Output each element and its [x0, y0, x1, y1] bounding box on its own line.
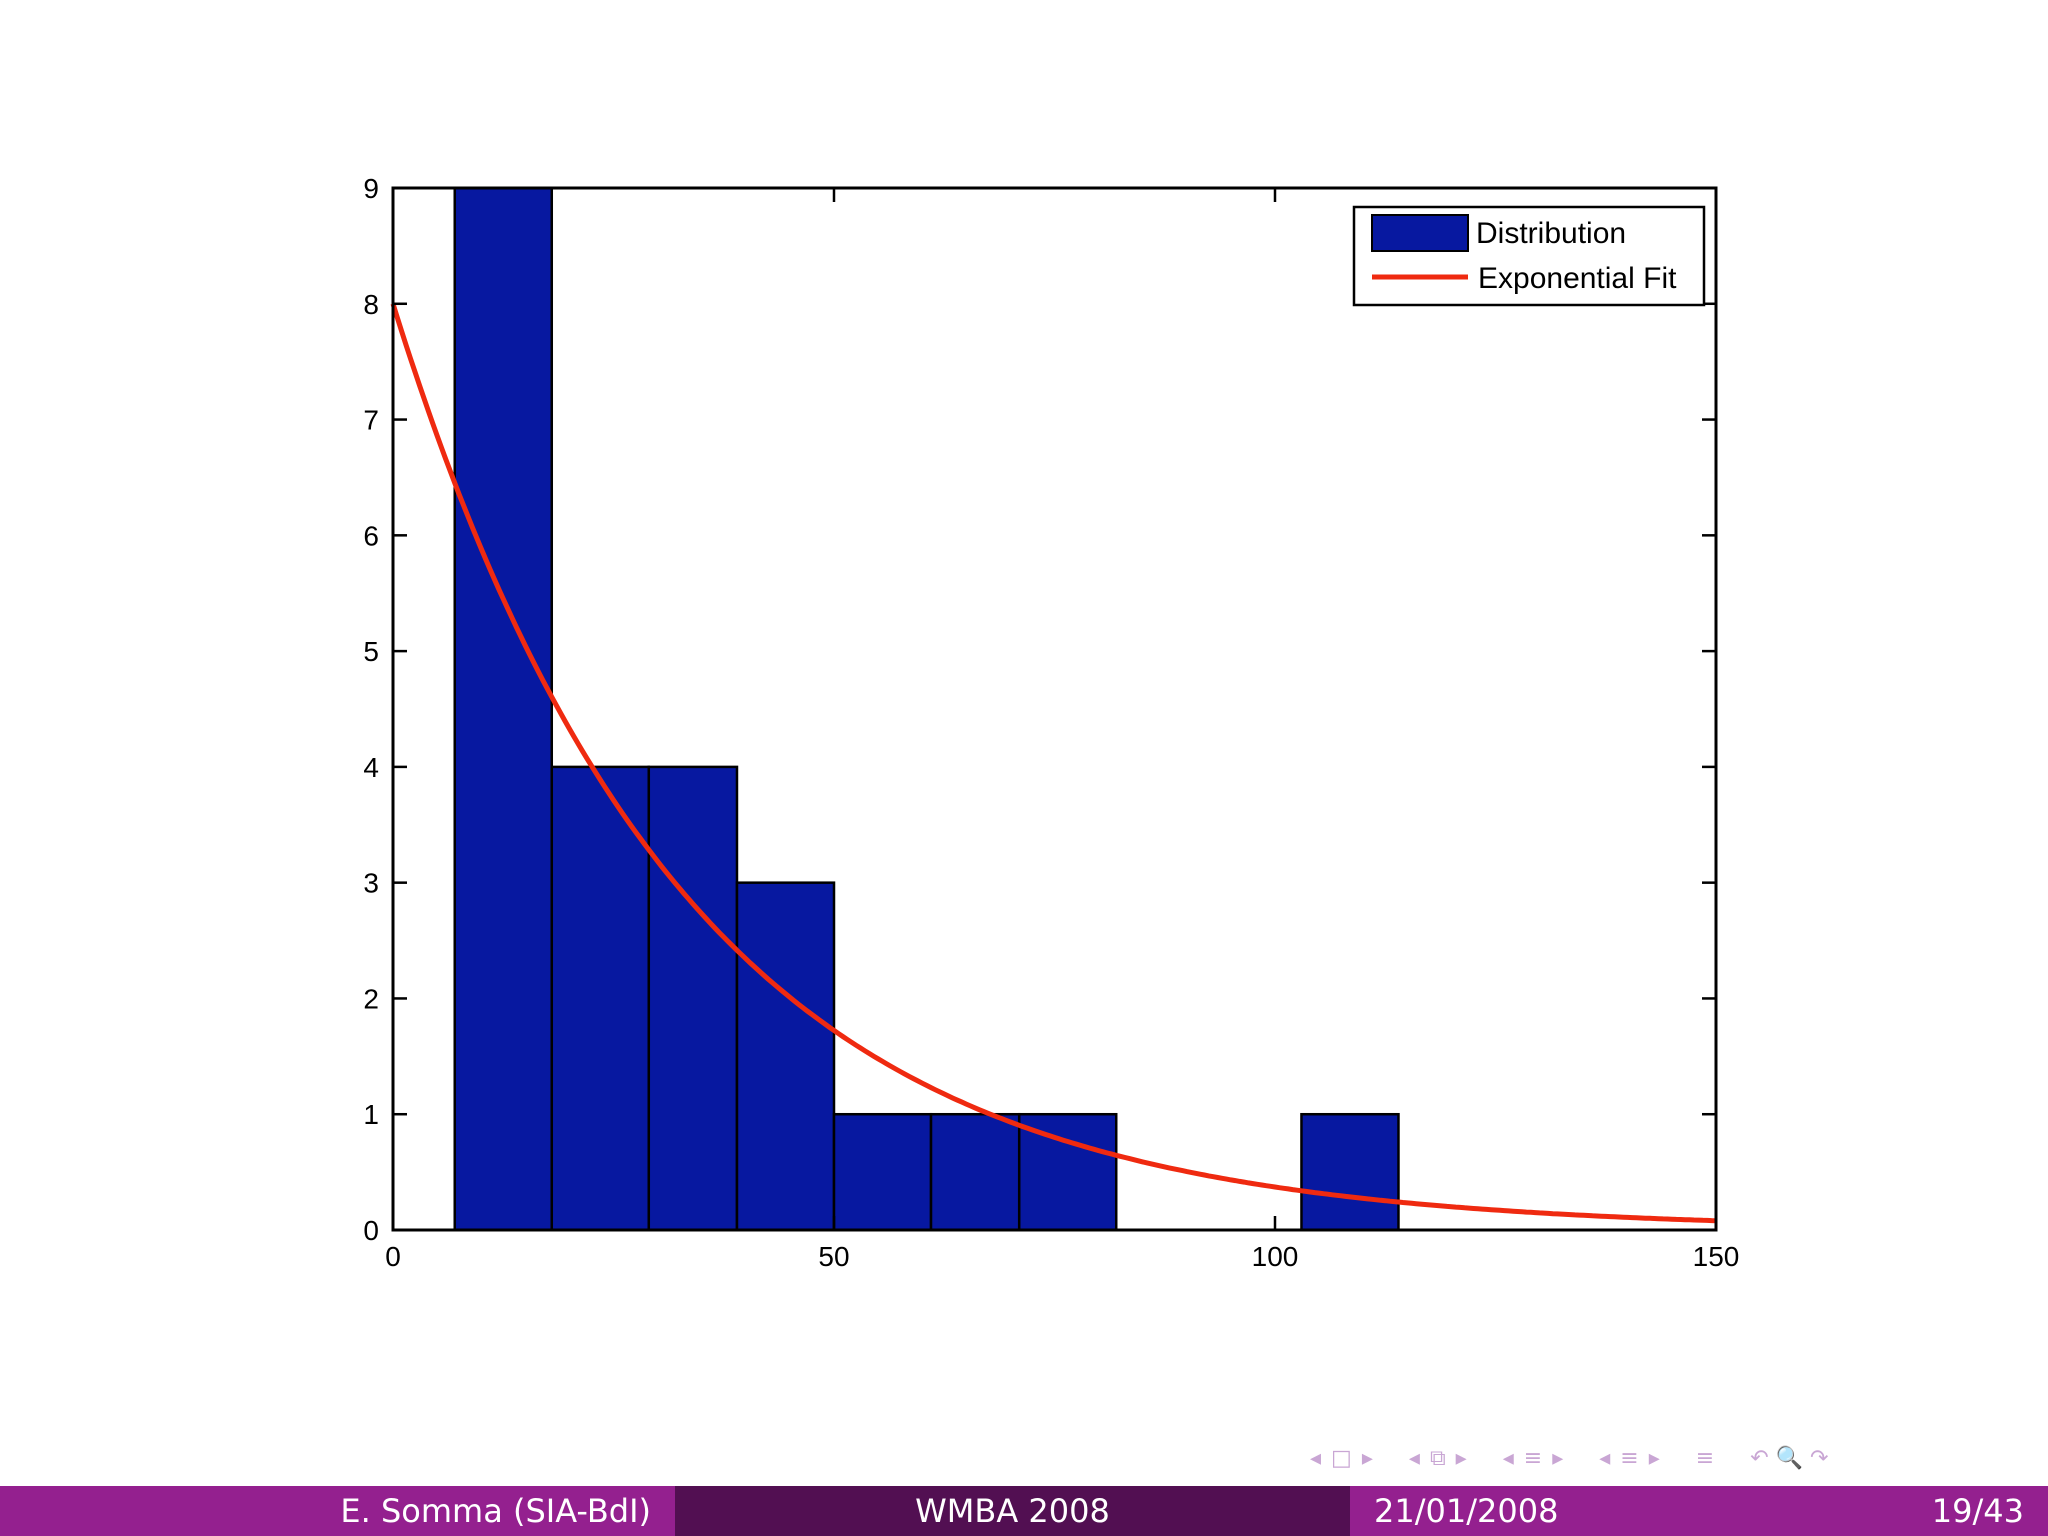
ticks-layer: 0 50 100 150 0 1 2 3 4 5 6 7 8 9 — [363, 173, 1739, 1272]
footer-page-number: 19/43 — [1931, 1492, 2024, 1530]
nav-section-group[interactable]: ◂ ≡ ▸ — [1503, 1446, 1564, 1471]
y-tick-label: 1 — [363, 1099, 379, 1130]
legend: Distribution Exponential Fit — [1352, 205, 1706, 307]
nav-frame-group[interactable]: ◂ □ ▸ — [1310, 1446, 1373, 1471]
nav-section2-group[interactable]: ◂ ≡ ▸ — [1599, 1446, 1660, 1471]
y-tick-label: 4 — [363, 752, 379, 783]
exponential-fit-line — [390, 303, 1717, 1224]
frame-icon[interactable]: □ — [1331, 1445, 1352, 1471]
nav-align-group[interactable]: ≡ — [1696, 1446, 1714, 1471]
y-tick-label: 2 — [363, 983, 379, 1014]
y-tick-label: 3 — [363, 868, 379, 899]
x-tick-label: 0 — [385, 1241, 401, 1272]
x-tick-label: 100 — [1252, 1241, 1299, 1272]
footer-author-text: E. Somma (SIA-BdI) — [340, 1492, 651, 1530]
y-tick-label: 9 — [363, 173, 379, 204]
y-tick-label: 8 — [363, 289, 379, 320]
histogram-chart: 0 50 100 150 0 1 2 3 4 5 6 7 8 9 Distribution Exponen… — [363, 173, 1739, 1272]
section-icon[interactable]: ≡ — [1620, 1445, 1639, 1471]
plot-frame — [391, 186, 1718, 1232]
beamer-navigation: ◂ □ ▸ ◂ ⧉ ▸ ◂ ≡ ▸ ◂ ≡ ▸ ≡ ↶ 🔍 ↷ — [1310, 1438, 2038, 1478]
footer-date: 21/01/2008 — [1374, 1492, 1559, 1530]
histogram-bar — [453, 186, 554, 1232]
arrow-right-icon[interactable]: ▸ — [1552, 1445, 1564, 1471]
bars-layer — [453, 186, 1400, 1232]
histogram-bar — [550, 765, 651, 1232]
histogram-bar — [647, 765, 739, 1232]
footer-author: E. Somma (SIA-BdI) — [0, 1486, 675, 1536]
x-tick-label: 50 — [818, 1241, 849, 1272]
histogram-bar — [735, 881, 836, 1232]
histogram-bar — [1300, 1112, 1400, 1232]
legend-label-fit: Exponential Fit — [1478, 262, 1677, 295]
arrow-right-icon[interactable]: ▸ — [1361, 1445, 1373, 1471]
arrow-left-icon[interactable]: ◂ — [1408, 1445, 1420, 1471]
align-icon[interactable]: ≡ — [1695, 1445, 1715, 1471]
histogram-bar — [832, 1112, 933, 1232]
arrow-right-icon[interactable]: ▸ — [1455, 1445, 1467, 1471]
section-icon[interactable]: ≡ — [1523, 1445, 1543, 1471]
y-tick-label: 0 — [363, 1215, 379, 1246]
footer-date-page: 21/01/2008 19/43 — [1350, 1486, 2048, 1536]
histogram-bar — [929, 1112, 1021, 1232]
search-icon[interactable]: ↶ 🔍 ↷ — [1750, 1445, 1829, 1471]
footer-title: WMBA 2008 — [675, 1486, 1350, 1536]
footer-title-text: WMBA 2008 — [915, 1492, 1110, 1530]
arrow-right-icon[interactable]: ▸ — [1648, 1445, 1660, 1471]
legend-swatch-distribution — [1371, 214, 1469, 252]
arrow-left-icon[interactable]: ◂ — [1310, 1445, 1322, 1471]
arrow-left-icon[interactable]: ◂ — [1599, 1445, 1611, 1471]
y-tick-label: 7 — [363, 405, 379, 436]
nav-search-group[interactable]: ↶ 🔍 ↷ — [1750, 1446, 1828, 1471]
nav-subsection-group[interactable]: ◂ ⧉ ▸ — [1409, 1446, 1467, 1471]
y-tick-label: 6 — [363, 520, 379, 551]
x-tick-label: 150 — [1693, 1241, 1740, 1272]
legend-label-distribution: Distribution — [1476, 217, 1626, 250]
y-tick-label: 5 — [363, 636, 379, 667]
footer-bar: E. Somma (SIA-BdI) WMBA 2008 21/01/2008 … — [0, 1486, 2048, 1536]
subsection-icon[interactable]: ⧉ — [1429, 1445, 1446, 1471]
arrow-left-icon[interactable]: ◂ — [1502, 1445, 1514, 1471]
